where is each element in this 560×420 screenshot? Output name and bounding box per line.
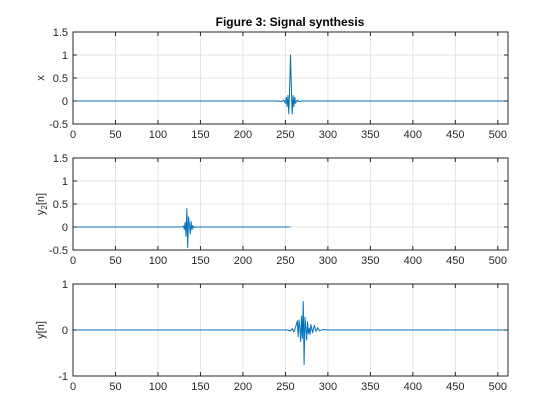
y-tick-label: 0.5 (53, 199, 68, 211)
x-tick-label: 150 (191, 381, 209, 393)
x-tick-label: 150 (191, 255, 209, 267)
y-tick-label: 0 (62, 222, 68, 234)
x-tick-label: 450 (446, 381, 464, 393)
x-tick-label: 250 (276, 255, 294, 267)
x-tick-label: 400 (404, 381, 422, 393)
x-tick-label: 500 (489, 129, 507, 141)
x-tick-label: 450 (446, 129, 464, 141)
y-axis-label: x (35, 75, 47, 81)
y-tick-label: 0 (62, 96, 68, 108)
y-tick-label: -0.5 (49, 119, 68, 131)
y-tick-label: 0.5 (53, 73, 68, 85)
x-tick-label: 200 (234, 381, 252, 393)
signal-line-1 (73, 54, 508, 115)
x-tick-label: 450 (446, 255, 464, 267)
x-tick-label: 0 (70, 129, 76, 141)
x-tick-label: 50 (109, 381, 121, 393)
x-tick-label: 100 (149, 381, 167, 393)
x-tick-label: 100 (149, 255, 167, 267)
x-tick-label: 0 (70, 381, 76, 393)
x-tick-label: 350 (361, 381, 379, 393)
x-tick-label: 250 (276, 381, 294, 393)
x-tick-label: 350 (361, 129, 379, 141)
signal-line-2 (73, 208, 291, 249)
y-tick-label: -0.5 (49, 245, 68, 257)
y-axis-label: y[n] (35, 321, 47, 339)
signal-line-3 (73, 300, 508, 365)
x-tick-label: 300 (319, 129, 337, 141)
y-tick-label: 1 (62, 279, 68, 291)
y-axis-label: y2[n] (35, 193, 49, 215)
subplot-1: 0 50 100 150 200 250 300 350 400 450 500-0.500.511… (35, 27, 509, 141)
x-tick-label: 500 (489, 255, 507, 267)
x-tick-label: 50 (109, 129, 121, 141)
y-tick-label: 1.5 (53, 27, 68, 39)
figure-title: Figure 3: Signal synthesis (216, 15, 365, 29)
y-tick-label: 1.5 (53, 153, 68, 165)
x-tick-label: 200 (234, 255, 252, 267)
x-tick-label: 50 (109, 255, 121, 267)
x-tick-label: 300 (319, 255, 337, 267)
y-tick-label: -1 (58, 371, 68, 383)
x-tick-label: 150 (191, 129, 209, 141)
x-tick-label: 400 (404, 255, 422, 267)
x-tick-label: 100 (149, 129, 167, 141)
x-tick-label: 500 (489, 381, 507, 393)
y-tick-label: 1 (62, 176, 68, 188)
x-tick-label: 350 (361, 255, 379, 267)
x-tick-label: 300 (319, 381, 337, 393)
x-tick-label: 400 (404, 129, 422, 141)
x-tick-label: 250 (276, 129, 294, 141)
subplot-2: 0 50 100 150 200 250 300 350 400 450 500-0.500.511… (35, 153, 509, 267)
x-tick-label: 0 (70, 255, 76, 267)
x-tick-label: 200 (234, 129, 252, 141)
y-tick-label: 1 (62, 50, 68, 62)
y-tick-label: 0 (62, 325, 68, 337)
